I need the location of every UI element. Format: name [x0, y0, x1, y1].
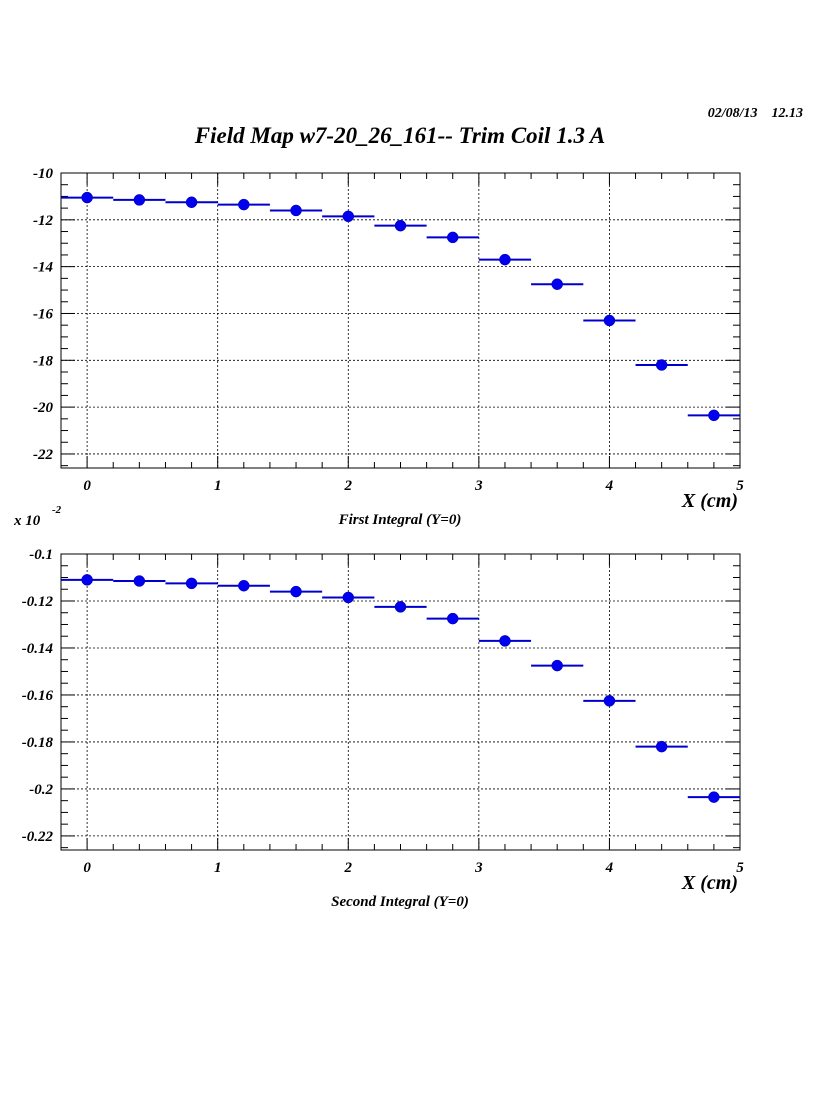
y-tick-label: -0.1 — [29, 547, 53, 563]
y-tick-label: -0.2 — [29, 782, 53, 798]
data-point — [342, 591, 355, 604]
panel-2: 0 1 2 3 4 5 -0.1 -0.12 -0.14 -0.16 -0.18 -0.2 -0.22 X… — [22, 547, 745, 910]
time-text: 12.13 — [771, 106, 804, 121]
x-axis-label: X (cm) — [681, 490, 738, 512]
data-point — [81, 574, 93, 586]
x-tick-label: 5 — [736, 860, 744, 876]
data-point — [603, 314, 616, 327]
data-point — [81, 191, 93, 204]
data-point — [185, 577, 198, 590]
x-tick-label: 1 — [214, 860, 222, 876]
panel-1: 0 1 2 3 4 5 -10 -12 -14 -16 -18 -20 -22 X (cm) First I… — [33, 166, 744, 528]
y-tick-label: -18 — [33, 353, 53, 369]
data-point — [342, 210, 355, 223]
x-tick-label: 3 — [474, 860, 483, 876]
y-tick-label: -14 — [33, 260, 53, 276]
data-point — [394, 601, 407, 613]
x-tick-label: 2 — [344, 860, 353, 876]
date-stamp: 02/08/13 12.13 — [694, 106, 803, 122]
y-tick-label: -10 — [33, 166, 53, 182]
y-tick-label: -0.14 — [22, 641, 54, 657]
data-point — [238, 579, 250, 592]
data-point — [708, 409, 720, 422]
plot-frame — [60, 172, 741, 469]
data-point — [133, 575, 146, 587]
data-point — [708, 791, 720, 803]
panel-title: First Integral (Y=0) — [338, 512, 462, 528]
x-tick-label: 4 — [605, 478, 614, 494]
data-point — [655, 740, 668, 753]
data-point — [551, 278, 563, 290]
y-tick-label: -0.16 — [22, 688, 54, 704]
y-tick-label: -20 — [33, 400, 53, 416]
y-multiplier-label: x 10 — [13, 513, 41, 529]
data-point — [446, 231, 459, 244]
data-point — [655, 359, 668, 371]
panel-title: Second Integral (Y=0) — [331, 894, 469, 910]
y-tick-label: -0.22 — [22, 829, 54, 845]
y-tick-label: -12 — [33, 213, 53, 229]
x-tick-label: 2 — [344, 478, 353, 494]
x-tick-label: 0 — [83, 478, 91, 494]
x-tick-label: 4 — [605, 860, 614, 876]
data-point — [133, 194, 146, 206]
data-point — [290, 204, 302, 217]
y-tick-label: -0.12 — [22, 594, 54, 610]
data-point — [446, 612, 459, 625]
page-title: Field Map w7-20_26_161-- Trim Coil 1.3 A — [194, 123, 606, 148]
x-tick-label: 3 — [474, 478, 483, 494]
data-point — [394, 219, 407, 232]
x-tick-label: 1 — [214, 478, 222, 494]
x-axis-label: X (cm) — [681, 872, 738, 894]
data-point — [185, 196, 198, 209]
data-point — [238, 198, 250, 211]
plot-frame — [60, 553, 741, 851]
date-text: 02/08/13 — [707, 106, 758, 121]
x-tick-label: 0 — [83, 860, 91, 876]
data-point — [290, 585, 302, 598]
y-tick-label: -16 — [33, 306, 53, 322]
x-tick-label: 5 — [736, 478, 744, 494]
data-point — [603, 695, 616, 707]
data-point — [551, 659, 563, 672]
y-tick-label: -0.18 — [22, 735, 54, 751]
y-tick-label: -22 — [33, 447, 53, 463]
y-multiplier-exponent: -2 — [52, 504, 62, 516]
data-point — [499, 253, 511, 266]
data-point — [499, 635, 511, 647]
